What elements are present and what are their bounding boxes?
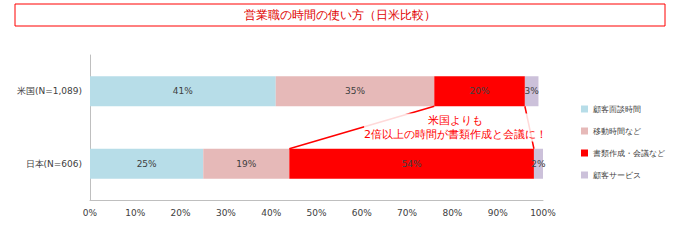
svg-text:50%: 50% xyxy=(306,208,326,218)
svg-text:米国(N=1,089): 米国(N=1,089) xyxy=(17,86,82,96)
svg-text:0%: 0% xyxy=(83,208,98,218)
svg-text:顧客面談時間: 顧客面談時間 xyxy=(593,105,641,114)
svg-text:移動時間など: 移動時間など xyxy=(593,127,641,136)
svg-text:70%: 70% xyxy=(397,208,417,218)
svg-text:90%: 90% xyxy=(488,208,508,218)
svg-text:営業職の時間の使い方（日米比較）: 営業職の時間の使い方（日米比較） xyxy=(244,8,436,22)
svg-text:3%: 3% xyxy=(525,86,540,96)
svg-text:35%: 35% xyxy=(345,86,365,96)
svg-text:2倍以上の時間が書類作成と会議に！: 2倍以上の時間が書類作成と会議に！ xyxy=(364,128,547,141)
svg-text:顧客サービス: 顧客サービス xyxy=(593,171,641,180)
svg-text:米国よりも: 米国よりも xyxy=(428,114,483,127)
svg-text:25%: 25% xyxy=(137,159,157,169)
svg-text:80%: 80% xyxy=(442,208,462,218)
svg-text:書類作成・会議など: 書類作成・会議など xyxy=(593,149,665,158)
svg-text:10%: 10% xyxy=(125,208,145,218)
svg-text:40%: 40% xyxy=(261,208,281,218)
svg-text:100%: 100% xyxy=(530,208,556,218)
svg-text:60%: 60% xyxy=(352,208,372,218)
svg-text:54%: 54% xyxy=(402,159,422,169)
svg-text:2%: 2% xyxy=(531,159,546,169)
svg-text:41%: 41% xyxy=(173,86,193,96)
svg-text:20%: 20% xyxy=(171,208,191,218)
svg-text:20%: 20% xyxy=(470,86,490,96)
svg-text:30%: 30% xyxy=(216,208,236,218)
svg-text:日本(N=606): 日本(N=606) xyxy=(26,159,82,169)
svg-text:19%: 19% xyxy=(236,159,256,169)
